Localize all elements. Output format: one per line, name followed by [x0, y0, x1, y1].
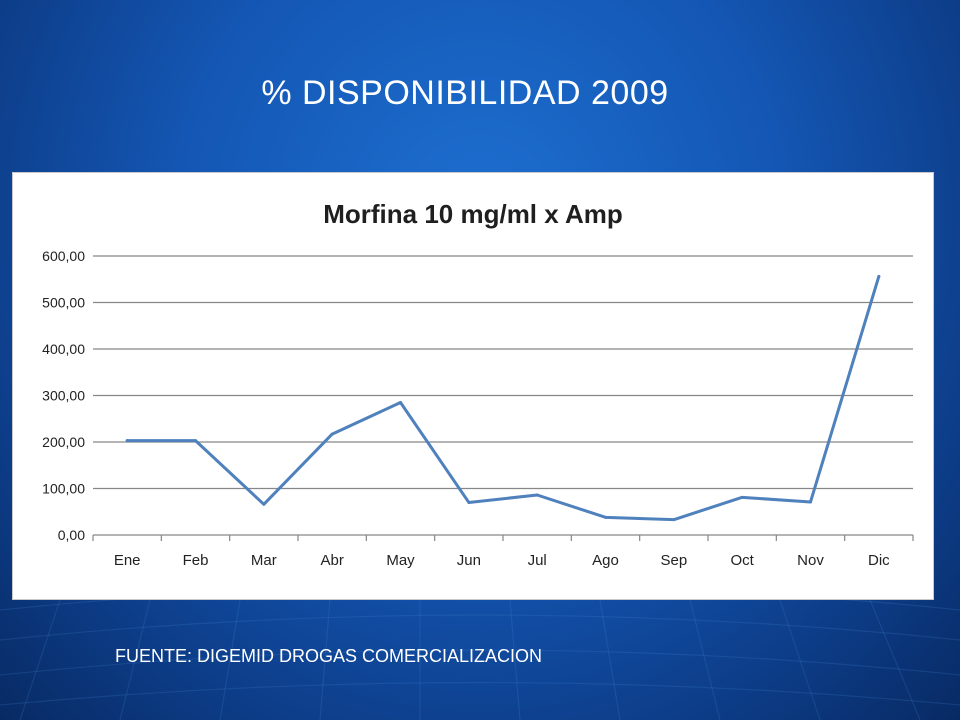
data-point: [604, 515, 607, 519]
slide-title: % DISPONIBILIDAD 2009: [261, 74, 669, 112]
chart-title: Morfina 10 mg/ml x Amp: [323, 199, 623, 229]
y-tick-label: 0,00: [58, 527, 85, 543]
x-tick-label: Feb: [183, 552, 209, 569]
data-point: [194, 439, 197, 443]
x-tick-label: Nov: [797, 552, 824, 569]
source-note: FUENTE: DIGEMID DROGAS COMERCIALIZACION: [115, 646, 543, 666]
y-tick-label: 300,00: [42, 388, 85, 404]
data-point: [330, 432, 334, 436]
x-tick-label: May: [386, 552, 415, 569]
chart-grid: [93, 255, 913, 536]
data-point: [262, 502, 266, 506]
y-tick-label: 100,00: [42, 481, 85, 497]
y-tick-label: 600,00: [42, 248, 85, 264]
x-tick-label: Jun: [457, 552, 481, 569]
x-tick-label: Oct: [730, 552, 754, 569]
x-tick-label: Abr: [320, 552, 343, 569]
x-tick-label: Mar: [251, 552, 277, 569]
x-tick-label: Jul: [528, 552, 547, 569]
x-tick-label: Ago: [592, 552, 619, 569]
data-point: [535, 493, 539, 497]
chart-frame: Morfina 10 mg/ml x Amp 0,00 100,00 200,00 3…: [12, 172, 934, 600]
y-tick-label: 500,00: [42, 295, 85, 311]
data-point: [125, 439, 129, 443]
x-tick-label: Dic: [868, 552, 890, 569]
y-axis: 0,00 100,00 200,00 300,00 400,00 500,00 600,00: [42, 248, 85, 543]
x-tick-label: Ene: [114, 552, 141, 569]
data-point: [672, 518, 676, 522]
data-point: [877, 274, 881, 278]
y-tick-label: 400,00: [42, 341, 85, 357]
x-axis: Ene Feb Mar Abr May Jun Jul Ago Sep Oct Nov Dic: [92, 535, 914, 569]
x-tick-label: Sep: [660, 552, 687, 569]
data-point: [467, 500, 471, 504]
series-line: [125, 274, 881, 522]
data-point: [740, 495, 744, 499]
chart-series: [125, 274, 881, 522]
line-chart: Morfina 10 mg/ml x Amp 0,00 100,00 200,00 3…: [42, 199, 914, 569]
data-point: [809, 500, 812, 504]
y-tick-label: 200,00: [42, 434, 85, 450]
data-point: [399, 400, 402, 404]
